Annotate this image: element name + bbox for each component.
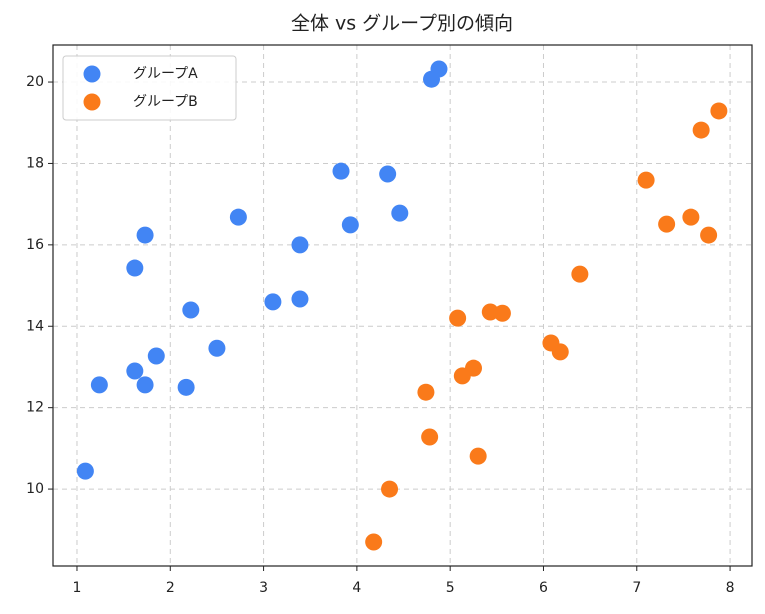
y-tick-label: 16 xyxy=(26,237,44,253)
legend-marker xyxy=(83,65,101,83)
point xyxy=(381,480,399,498)
point xyxy=(136,226,154,244)
point xyxy=(76,462,94,480)
x-tick-label: 2 xyxy=(166,580,175,596)
x-tick-label: 8 xyxy=(726,580,735,596)
x-tick-label: 4 xyxy=(352,580,361,596)
point xyxy=(182,301,200,319)
x-tick-label: 6 xyxy=(539,580,548,596)
point xyxy=(692,121,710,139)
point xyxy=(177,378,195,396)
point xyxy=(208,339,226,357)
point xyxy=(341,216,359,234)
point xyxy=(637,171,655,189)
y-tick-label: 14 xyxy=(26,318,44,334)
point xyxy=(700,226,718,244)
point xyxy=(147,347,165,365)
x-tick-label: 1 xyxy=(73,580,82,596)
point xyxy=(126,362,144,380)
point xyxy=(682,208,700,226)
x-tick-label: 7 xyxy=(632,580,641,596)
y-tick-label: 20 xyxy=(26,74,44,90)
point xyxy=(291,236,309,254)
point xyxy=(126,259,144,277)
point xyxy=(229,208,247,226)
x-tick-label: 5 xyxy=(446,580,455,596)
point xyxy=(90,376,108,394)
plot-frame xyxy=(52,44,753,567)
point xyxy=(658,215,676,233)
point xyxy=(710,102,728,120)
point xyxy=(551,343,569,361)
point xyxy=(449,309,467,327)
point xyxy=(469,447,487,465)
point xyxy=(571,265,589,283)
x-tick-label: 3 xyxy=(259,580,268,596)
y-tick-label: 12 xyxy=(26,400,44,416)
legend-box xyxy=(62,55,237,121)
legend-marker xyxy=(83,93,101,111)
point xyxy=(379,165,397,183)
legend-label: グループA xyxy=(133,66,198,82)
y-tick-label: 10 xyxy=(26,481,44,497)
point xyxy=(332,162,350,180)
point xyxy=(421,428,439,446)
y-tick-label: 18 xyxy=(26,155,44,171)
point xyxy=(291,290,309,308)
point xyxy=(391,204,409,222)
point xyxy=(430,60,448,78)
point xyxy=(136,376,154,394)
point xyxy=(417,383,435,401)
legend-label: グループB xyxy=(133,94,198,110)
point xyxy=(365,533,383,551)
point xyxy=(264,293,282,311)
chart-title: 全体 vs グループ別の傾向 xyxy=(291,13,513,35)
point xyxy=(465,359,483,377)
point xyxy=(493,304,511,322)
